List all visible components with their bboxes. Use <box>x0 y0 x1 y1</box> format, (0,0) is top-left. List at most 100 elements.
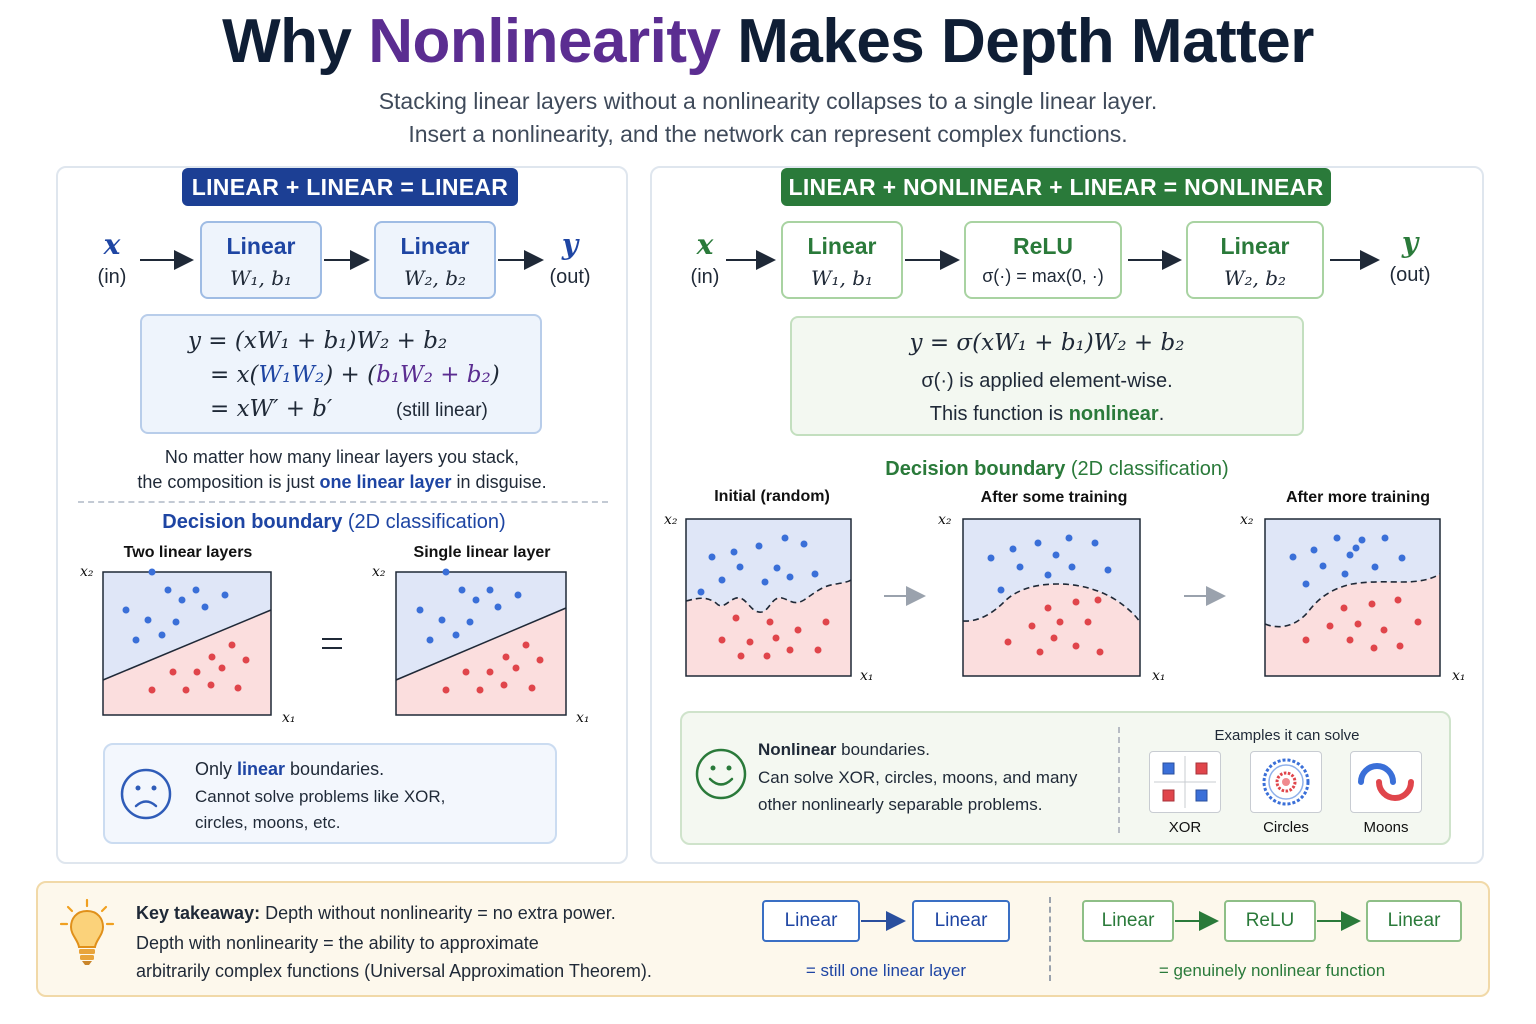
takeaway-divider <box>1049 897 1051 981</box>
example-label-moons: Moons <box>1363 819 1409 836</box>
axis-label-x2: x₂ <box>80 564 94 580</box>
info-line-1: Nonlinear boundaries. <box>758 740 930 759</box>
smiley-face-icon <box>695 748 747 800</box>
plot-label-some-training: After some training <box>980 489 1128 506</box>
takeaway-linear-a: Linear <box>762 900 860 942</box>
plot-some-training <box>962 518 1141 677</box>
equation-line-1: y = (xW₁ + b₁)W₂ + b₂ <box>188 328 448 354</box>
right-output-label: (out) <box>1389 264 1431 286</box>
takeaway-line-1: Key takeaway: Depth without nonlinearity… <box>136 903 616 923</box>
subtitle-line-1: Stacking linear layers without a nonline… <box>378 88 1158 114</box>
right-linear-layer-1: Linear W₁, b₁ <box>781 221 903 299</box>
layer-params: W₂, b₂ <box>403 266 467 290</box>
equation-line-2: = x(W₁W₂) + (b₁W₂ + b₂) <box>210 362 500 388</box>
layer-title: Linear <box>1220 233 1290 259</box>
lightbulb-icon <box>59 898 115 965</box>
page-title: Why Nonlinearity Makes Depth Matter <box>222 7 1314 76</box>
axis-label-x1: x₁ <box>1152 668 1166 684</box>
axis-label-x2: x₂ <box>372 564 386 580</box>
left-panel-pill: LINEAR + LINEAR = LINEAR <box>182 168 518 206</box>
left-input-var: x <box>103 228 121 261</box>
info-line-1: Only linear boundaries. <box>195 759 385 779</box>
plot-initial-random <box>685 518 852 677</box>
example-label-xor: XOR <box>1168 819 1202 836</box>
axis-label-x1: x₁ <box>860 668 874 684</box>
left-info-box: Only linear boundaries. Cannot solve pro… <box>103 743 557 844</box>
takeaway-linear-b: Linear <box>912 900 1010 942</box>
left-pipeline-arrows <box>140 250 544 270</box>
moons-example-icon <box>1350 751 1422 813</box>
right-relu-layer: ReLU σ(·) = max(0, ·) <box>964 221 1122 299</box>
circles-example-icon <box>1250 751 1322 813</box>
equation-line-3: This function is nonlinear. <box>929 403 1165 425</box>
info-line-3: other nonlinearly separable problems. <box>758 795 1043 814</box>
layer-title: Linear <box>400 233 470 259</box>
layer-title: Linear <box>807 233 877 259</box>
right-equation-box: y = σ(xW₁ + b₁)W₂ + b₂ σ(·) is applied e… <box>790 316 1304 436</box>
layer-params: σ(·) = max(0, ·) <box>982 266 1104 286</box>
xor-example-icon <box>1149 751 1221 813</box>
right-linear-layer-2: Linear W₂, b₂ <box>1186 221 1324 299</box>
equation-line-1: y = σ(xW₁ + b₁)W₂ + b₂ <box>909 330 1185 356</box>
examples-title: Examples it can solve <box>1214 727 1360 744</box>
left-output-label: (out) <box>549 266 591 288</box>
plot-label-single-linear: Single linear layer <box>413 544 551 561</box>
axis-label-x2: x₂ <box>938 512 952 528</box>
points-red <box>148 641 250 694</box>
axis-label-x2: x₂ <box>1240 512 1254 528</box>
section-divider <box>78 501 608 503</box>
takeaway-box: Key takeaway: Depth without nonlinearity… <box>36 881 1490 997</box>
takeaway-line-3: arbitrarily complex functions (Universal… <box>136 961 652 981</box>
plot-label-two-linear: Two linear layers <box>123 544 253 561</box>
layer-params: W₂, b₂ <box>1223 266 1287 290</box>
still-linear-note: (still linear) <box>396 400 488 421</box>
takeaway-arrows <box>861 911 1361 931</box>
takeaway-nonlinear-caption: = genuinely nonlinear function <box>1158 961 1386 980</box>
left-decision-plots <box>102 568 567 716</box>
left-input-label: (in) <box>97 266 127 288</box>
right-info-box: Nonlinear boundaries. Can solve XOR, cir… <box>680 711 1451 845</box>
points-blue <box>122 568 229 644</box>
layer-title: Linear <box>226 233 296 259</box>
takeaway-nl-relu: ReLU <box>1224 900 1316 942</box>
left-explanation: No matter how many linear layers you sta… <box>137 447 547 492</box>
left-section-title: Decision boundary (2D classification) <box>162 511 506 533</box>
left-linear-layer-1: Linear W₁, b₁ <box>200 221 322 299</box>
takeaway-linear-caption: = still one linear layer <box>805 961 967 980</box>
left-linear-layer-2: Linear W₂, b₂ <box>374 221 496 299</box>
plot-single-linear-layer <box>395 568 567 716</box>
layer-params: W₁, b₁ <box>229 266 293 290</box>
right-input-label: (in) <box>690 266 720 288</box>
plot-label-initial: Initial (random) <box>714 488 830 505</box>
takeaway-nl-linear-a: Linear <box>1082 900 1174 942</box>
right-output-var: y <box>1401 226 1419 259</box>
equation-line-2: σ(·) is applied element-wise. <box>921 370 1173 392</box>
layer-title: ReLU <box>1012 233 1074 259</box>
right-panel-pill: LINEAR + NONLINEAR + LINEAR = NONLINEAR <box>781 168 1331 206</box>
info-divider <box>1118 727 1120 833</box>
info-line-3: circles, moons, etc. <box>195 813 341 832</box>
points-blue <box>416 568 522 644</box>
plot-label-more-training: After more training <box>1285 489 1430 506</box>
sad-face-icon <box>120 768 172 820</box>
axis-label-x1: x₁ <box>282 710 296 726</box>
example-label-circles: Circles <box>1263 819 1309 836</box>
plot-two-linear-layers <box>102 568 272 716</box>
info-line-2: Can solve XOR, circles, moons, and many <box>758 768 1078 787</box>
points-red <box>442 641 544 694</box>
axis-label-x1: x₁ <box>1452 668 1466 684</box>
layer-params: W₁, b₁ <box>810 266 874 290</box>
left-output-var: y <box>561 228 579 261</box>
axis-label-x2: x₂ <box>664 512 678 528</box>
takeaway-nl-linear-b: Linear <box>1366 900 1462 942</box>
equation-line-3: = xW′ + b′ <box>210 396 333 422</box>
subtitle-line-2: Insert a nonlinearity, and the network c… <box>408 121 1128 147</box>
right-decision-plots <box>685 518 1441 677</box>
takeaway-line-2: Depth with nonlinearity = the ability to… <box>136 933 539 953</box>
plot-more-training <box>1264 518 1441 677</box>
right-input-var: x <box>696 228 714 261</box>
right-section-title: Decision boundary (2D classification) <box>885 458 1229 480</box>
left-equation-box: y = (xW₁ + b₁)W₂ + b₂ = x(W₁W₂) + (b₁W₂ … <box>140 314 542 434</box>
info-line-2: Cannot solve problems like XOR, <box>195 787 446 806</box>
axis-label-x1: x₁ <box>576 710 590 726</box>
